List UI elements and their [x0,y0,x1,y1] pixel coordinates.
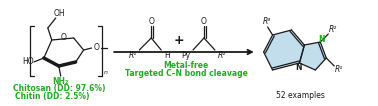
Text: Targeted C–N bond cleavage: Targeted C–N bond cleavage [125,70,248,79]
Text: R²: R² [218,50,226,59]
Text: HO: HO [22,57,34,66]
Text: Py: Py [181,50,191,59]
Text: R¹: R¹ [335,66,343,75]
Polygon shape [263,30,304,70]
Text: Metal-free: Metal-free [163,61,209,70]
Text: O: O [94,43,99,52]
Text: R²: R² [329,26,338,34]
Text: n: n [104,70,107,75]
Text: H: H [164,50,170,59]
Text: N: N [295,63,302,73]
Text: O: O [61,33,67,43]
Text: N: N [318,36,325,45]
Text: Chitin (DD: 2.5%): Chitin (DD: 2.5%) [14,91,89,100]
Text: Chitosan (DD: 97.6%): Chitosan (DD: 97.6%) [12,84,105,93]
Text: O: O [201,17,207,26]
Text: O: O [148,17,154,26]
Text: +: + [174,33,184,47]
Text: R³: R³ [262,17,271,26]
Text: R¹: R¹ [129,50,138,59]
Text: OH: OH [54,10,65,19]
Text: 52 examples: 52 examples [276,91,325,100]
Polygon shape [299,42,326,70]
Text: NH₂: NH₂ [53,77,69,86]
